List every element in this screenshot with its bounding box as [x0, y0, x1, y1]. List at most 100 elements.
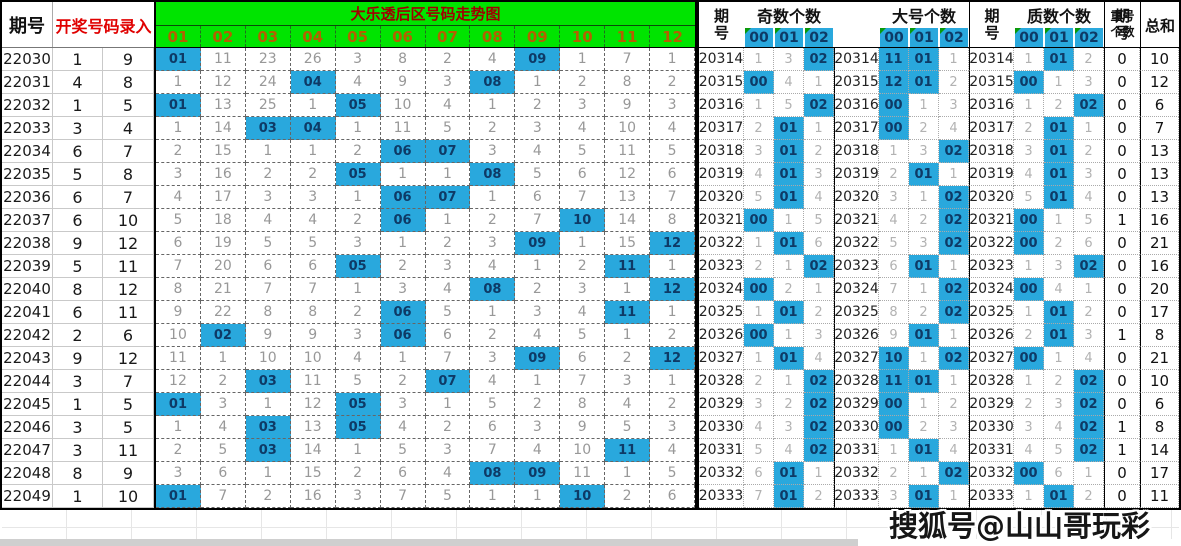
draw-number-cell[interactable]: 5 [53, 255, 103, 278]
analysis-count-cell[interactable]: 2 [744, 370, 774, 393]
analysis-count-cell[interactable]: 1 [1044, 347, 1074, 370]
trend-hit-cell[interactable]: 09 [515, 462, 561, 485]
analysis-count-cell[interactable]: 1 [1074, 462, 1104, 485]
analysis-count-cell[interactable]: 1 [1014, 48, 1044, 71]
analysis-period-cell[interactable]: 20320 [969, 186, 1014, 209]
analysis-count-cell[interactable]: 2 [804, 301, 834, 324]
analysis-count-cell[interactable]: 02 [939, 209, 969, 232]
analysis-period-cell[interactable]: 20329 [834, 393, 879, 416]
analysis-count-cell[interactable]: 3 [744, 140, 774, 163]
period-cell[interactable]: 22040 [2, 278, 53, 301]
trend-cell[interactable]: 8 [156, 278, 201, 301]
trend-cell[interactable]: 8 [290, 301, 336, 324]
draw-number-cell[interactable]: 12 [103, 232, 154, 255]
analysis-count-cell[interactable]: 3 [1074, 324, 1104, 347]
analysis-count-cell[interactable]: 01 [1044, 48, 1074, 71]
trend-cell[interactable]: 18 [200, 209, 246, 232]
trend-cell[interactable]: 2 [515, 278, 561, 301]
trend-cell[interactable]: 1 [245, 393, 291, 416]
analysis-count-cell[interactable]: 2 [939, 71, 969, 94]
analysis-count-cell[interactable]: 2 [1044, 232, 1074, 255]
trend-cell[interactable]: 1 [380, 163, 426, 186]
analysis-count-cell[interactable]: 01 [774, 186, 804, 209]
trend-cell[interactable]: 1 [156, 71, 201, 94]
trend-cell[interactable]: 4 [335, 71, 381, 94]
analysis-count-cell[interactable]: 2 [909, 416, 939, 439]
analysis-count-cell[interactable]: 3 [774, 416, 804, 439]
draw-number-cell[interactable]: 9 [103, 48, 154, 71]
draw-number-cell[interactable]: 9 [53, 347, 103, 370]
trend-cell[interactable]: 1 [156, 416, 201, 439]
repeat-count-cell[interactable]: 0 [1104, 278, 1140, 301]
trend-cell[interactable]: 1 [650, 370, 695, 393]
analysis-period-cell[interactable]: 20332 [699, 462, 744, 485]
trend-hit-cell[interactable]: 08 [470, 163, 516, 186]
trend-cell[interactable]: 2 [605, 485, 651, 508]
analysis-count-cell[interactable]: 4 [1044, 416, 1074, 439]
analysis-period-cell[interactable]: 20325 [969, 301, 1014, 324]
trend-cell[interactable]: 7 [200, 485, 246, 508]
trend-cell[interactable]: 3 [200, 393, 246, 416]
trend-cell[interactable]: 1 [200, 347, 246, 370]
trend-cell[interactable]: 8 [380, 48, 426, 71]
analysis-period-cell[interactable]: 20318 [699, 140, 744, 163]
analysis-count-cell[interactable]: 1 [744, 94, 774, 117]
period-cell[interactable]: 22042 [2, 324, 53, 347]
sum-cell[interactable]: 17 [1140, 301, 1179, 324]
draw-number-cell[interactable]: 3 [53, 117, 103, 140]
trend-cell[interactable]: 3 [425, 255, 471, 278]
period-cell[interactable]: 22039 [2, 255, 53, 278]
trend-cell[interactable]: 1 [245, 140, 291, 163]
period-cell[interactable]: 22048 [2, 462, 53, 485]
trend-cell[interactable]: 3 [515, 416, 561, 439]
trend-cell[interactable]: 1 [335, 186, 381, 209]
draw-number-cell[interactable]: 6 [53, 209, 103, 232]
analysis-count-cell[interactable]: 02 [939, 301, 969, 324]
analysis-count-cell[interactable]: 01 [1044, 117, 1074, 140]
trend-cell[interactable]: 1 [156, 117, 201, 140]
analysis-period-cell[interactable]: 20325 [834, 301, 879, 324]
trend-cell[interactable]: 21 [200, 278, 246, 301]
draw-number-cell[interactable]: 12 [103, 347, 154, 370]
analysis-count-cell[interactable]: 9 [879, 324, 909, 347]
analysis-count-cell[interactable]: 2 [1074, 48, 1104, 71]
trend-cell[interactable]: 1 [425, 393, 471, 416]
trend-cell[interactable]: 12 [200, 71, 246, 94]
analysis-count-cell[interactable]: 5 [804, 209, 834, 232]
analysis-period-cell[interactable]: 20325 [699, 301, 744, 324]
trend-cell[interactable]: 1 [425, 209, 471, 232]
draw-number-cell[interactable]: 7 [103, 370, 154, 393]
trend-cell[interactable]: 3 [470, 347, 516, 370]
analysis-count-cell[interactable]: 1 [909, 347, 939, 370]
draw-number-cell[interactable]: 1 [53, 393, 103, 416]
trend-cell[interactable]: 5 [650, 462, 695, 485]
repeat-count-cell[interactable]: 0 [1104, 393, 1140, 416]
analysis-count-cell[interactable]: 7 [879, 278, 909, 301]
trend-cell[interactable]: 4 [425, 462, 471, 485]
analysis-period-cell[interactable]: 20322 [969, 232, 1014, 255]
analysis-count-cell[interactable]: 4 [1074, 186, 1104, 209]
trend-cell[interactable]: 2 [425, 416, 471, 439]
analysis-period-cell[interactable]: 20322 [699, 232, 744, 255]
trend-hit-cell[interactable]: 01 [156, 48, 201, 71]
trend-cell[interactable]: 7 [470, 439, 516, 462]
analysis-period-cell[interactable]: 20324 [969, 278, 1014, 301]
analysis-period-cell[interactable]: 20321 [969, 209, 1014, 232]
analysis-count-cell[interactable]: 2 [1074, 485, 1104, 508]
trend-cell[interactable]: 5 [470, 393, 516, 416]
trend-cell[interactable]: 10 [560, 439, 606, 462]
analysis-count-cell[interactable]: 2 [744, 255, 774, 278]
analysis-count-cell[interactable]: 1 [1014, 94, 1044, 117]
draw-number-cell[interactable]: 9 [103, 462, 154, 485]
analysis-count-cell[interactable]: 01 [909, 485, 939, 508]
analysis-period-cell[interactable]: 20317 [834, 117, 879, 140]
analysis-count-cell[interactable]: 02 [1074, 370, 1104, 393]
trend-cell[interactable]: 2 [560, 71, 606, 94]
sum-cell[interactable]: 16 [1140, 209, 1179, 232]
analysis-count-cell[interactable]: 2 [1044, 94, 1074, 117]
analysis-count-cell[interactable]: 11 [879, 48, 909, 71]
trend-cell[interactable]: 10 [290, 347, 336, 370]
trend-cell[interactable]: 3 [335, 485, 381, 508]
trend-hit-cell[interactable]: 02 [200, 324, 246, 347]
trend-cell[interactable]: 2 [470, 117, 516, 140]
